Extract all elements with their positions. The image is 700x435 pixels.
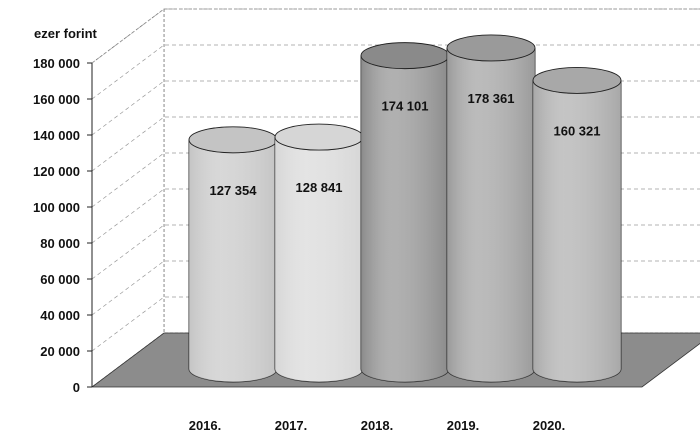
x-category-label: 2016. bbox=[189, 418, 222, 433]
bar-shading bbox=[361, 55, 449, 383]
bar-top bbox=[446, 34, 536, 62]
y-tick-label: 60 000 bbox=[40, 272, 80, 287]
bars: 127 354 128 841 174 101 178 361 160 321 bbox=[188, 34, 622, 383]
x-category-label: 2020. bbox=[533, 418, 566, 433]
y-tick-label: 80 000 bbox=[40, 236, 80, 251]
y-tick-label: 40 000 bbox=[40, 308, 80, 323]
data-label: 178 361 bbox=[468, 91, 515, 106]
gridline bbox=[91, 8, 700, 64]
bar-shading bbox=[275, 137, 363, 382]
y-tick-label: 20 000 bbox=[40, 344, 80, 359]
bar-2017: 128 841 bbox=[274, 123, 364, 383]
bar-shading bbox=[447, 47, 535, 383]
y-tick-label: 120 000 bbox=[33, 164, 80, 179]
y-axis-ticks: 0 20 000 40 000 60 000 80 000 100 000 120 000 1… bbox=[33, 56, 93, 395]
y-tick-label: 100 000 bbox=[33, 200, 80, 215]
y-axis-unit-label: ezer forint bbox=[34, 26, 98, 41]
bar-shading bbox=[533, 80, 621, 382]
data-label: 174 101 bbox=[382, 99, 429, 114]
side-wall bbox=[91, 8, 165, 388]
bar-top bbox=[360, 42, 450, 70]
data-label: 128 841 bbox=[296, 180, 343, 195]
bar-top bbox=[532, 66, 622, 94]
x-category-label: 2019. bbox=[447, 418, 480, 433]
bar-2020: 160 321 bbox=[532, 66, 622, 383]
x-category-label: 2017. bbox=[275, 418, 308, 433]
x-axis-categories: 2016. 2017. 2018. 2019. 2020. bbox=[189, 418, 566, 433]
data-label: 127 354 bbox=[210, 183, 258, 198]
bar-2019: 178 361 bbox=[446, 34, 536, 383]
bar-top bbox=[188, 126, 278, 154]
bar-2016: 127 354 bbox=[188, 126, 278, 383]
x-category-label: 2018. bbox=[361, 418, 394, 433]
y-tick-label: 180 000 bbox=[33, 56, 80, 71]
bar-shading bbox=[189, 139, 277, 382]
y-tick-label: 160 000 bbox=[33, 92, 80, 107]
y-tick-label: 140 000 bbox=[33, 128, 80, 143]
bar-2018: 174 101 bbox=[360, 42, 450, 383]
bar-top bbox=[274, 123, 364, 151]
data-label: 160 321 bbox=[554, 123, 601, 138]
y-tick-label: 0 bbox=[73, 380, 80, 395]
